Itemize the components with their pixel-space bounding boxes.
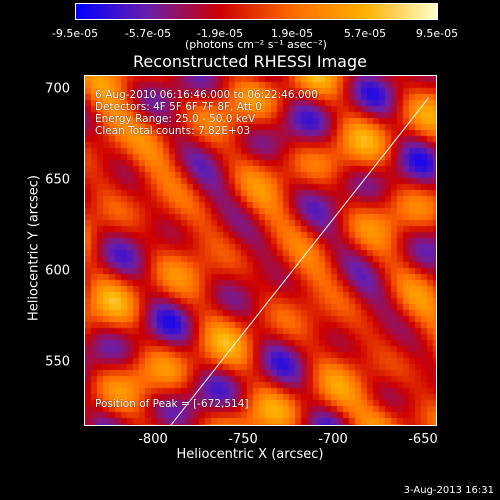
peak-position-label: Position of Peak = [-672,514] — [95, 398, 249, 410]
heatmap-plot: 6-Aug-2010 06:16:46.000 to 06:22:46.000 … — [84, 75, 437, 426]
time-range-label: 6-Aug-2010 06:16:46.000 to 06:22:46.000 — [95, 89, 318, 101]
colorbar-tick: -5.7e-05 — [124, 27, 172, 40]
x-tick-label: -750 — [228, 432, 258, 447]
x-tick-label: -800 — [138, 432, 168, 447]
colorbar-unit: (photons cm⁻² s⁻¹ asec⁻²) — [185, 38, 327, 51]
x-tick-label: -700 — [318, 432, 348, 447]
colorbar-tick: 5.7e-05 — [343, 27, 387, 40]
x-tick-label: -650 — [408, 432, 438, 447]
y-tick-label: 700 — [45, 81, 70, 97]
plot-title: Reconstructed RHESSI Image — [133, 52, 367, 71]
limb-line — [170, 97, 430, 425]
heatmap-image — [85, 76, 436, 425]
energy-range-label: Energy Range: 25.0 - 50.0 keV — [95, 113, 256, 125]
y-axis-label: Heliocentric Y (arcsec) — [26, 175, 42, 321]
y-tick-label: 600 — [45, 263, 70, 279]
x-axis-label: Heliocentric X (arcsec) — [176, 447, 324, 462]
colorbar-tick: -1.9e-05 — [196, 27, 244, 40]
colorbar-tick: -9.5e-05 — [51, 27, 99, 40]
colorbar — [75, 3, 438, 20]
detectors-label: Detectors: 4F 5F 6F 7F 8F, Att 0 — [95, 101, 262, 113]
y-tick-label: 550 — [45, 354, 70, 370]
y-tick-label: 650 — [45, 172, 70, 188]
timestamp: 3-Aug-2013 16:31 — [403, 485, 494, 496]
clean-counts-label: Clean Total counts: 7.82E+03 — [95, 125, 251, 137]
limb-line-layer — [170, 97, 430, 425]
colorbar-tick: 1.9e-05 — [270, 27, 314, 40]
colorbar-tick: 9.5e-05 — [415, 27, 459, 40]
